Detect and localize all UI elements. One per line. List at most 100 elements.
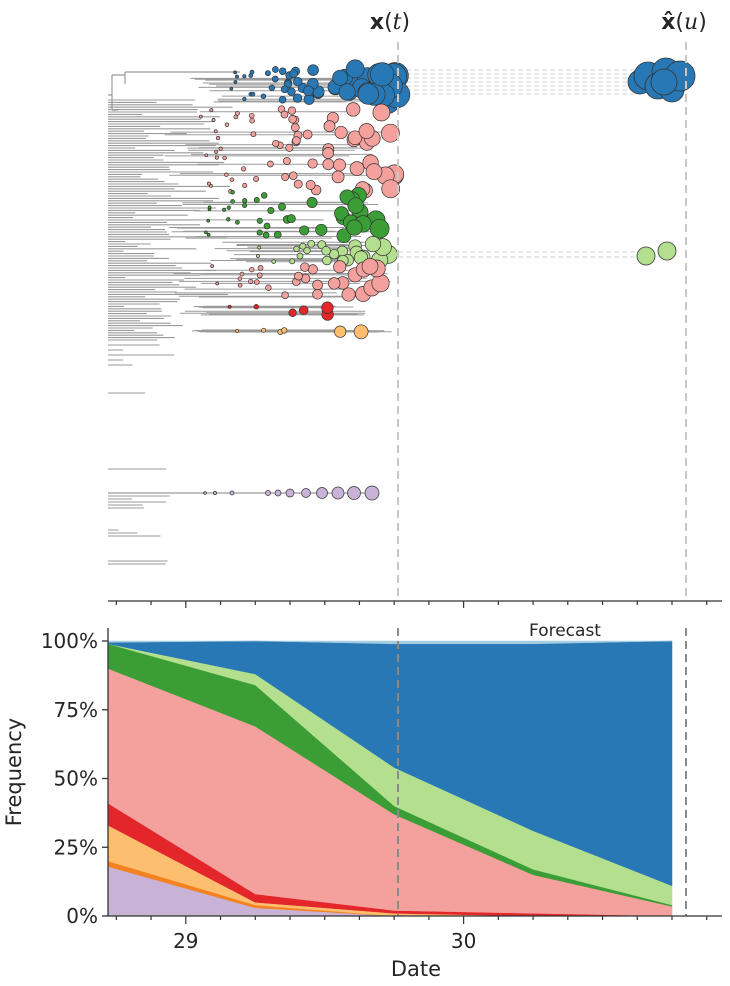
tree-tip-node bbox=[214, 149, 219, 154]
tree-tip-node bbox=[285, 143, 294, 152]
tree-tip-node bbox=[218, 146, 223, 151]
tree-tip-node bbox=[328, 277, 341, 290]
tree-tip-node bbox=[278, 67, 287, 75]
forecast-open-paren: ( bbox=[675, 10, 684, 35]
tree-tip-node bbox=[224, 172, 229, 177]
tree-tip-node bbox=[280, 110, 289, 119]
tree-tip-node bbox=[293, 245, 300, 253]
tree-root-branch bbox=[108, 71, 240, 111]
tree-tip-node bbox=[274, 489, 282, 497]
tree-tip-node bbox=[361, 258, 379, 275]
tree-tip-node bbox=[213, 491, 217, 495]
tree-tip-node bbox=[292, 93, 303, 103]
tree-tip-node bbox=[268, 84, 276, 91]
tree-tip-node bbox=[215, 281, 220, 286]
tree-tip-node bbox=[254, 279, 260, 285]
tree-tip-node bbox=[296, 252, 304, 260]
tree-tip-node bbox=[249, 117, 255, 124]
tree-tip-node bbox=[235, 328, 240, 333]
tree-tip-node bbox=[256, 272, 263, 279]
tree-tip-node bbox=[322, 158, 335, 171]
tree-tip-node bbox=[224, 122, 230, 127]
y-tick-label: 50% bbox=[54, 767, 98, 791]
tree-tip-node bbox=[371, 274, 390, 293]
tree-tip-node bbox=[381, 179, 401, 199]
forecast-node bbox=[650, 68, 678, 96]
tree-tip-node bbox=[206, 181, 211, 186]
x-tick-label: 30 bbox=[451, 929, 476, 953]
area-series-8 bbox=[107, 640, 673, 645]
tree-tip-node bbox=[216, 136, 221, 141]
tree-tip-node bbox=[253, 175, 260, 182]
tree-tip-node bbox=[349, 161, 365, 176]
tree-tip-node bbox=[298, 305, 309, 316]
tree-tip-node bbox=[281, 327, 288, 334]
present-open-paren: ( bbox=[384, 10, 393, 35]
tree-tip-node bbox=[287, 87, 296, 96]
forecast-links bbox=[398, 69, 642, 258]
tree-tip-node bbox=[253, 197, 260, 203]
tree-tip-node bbox=[264, 70, 271, 77]
tree-tip-node bbox=[242, 74, 247, 79]
tree-tip-node bbox=[257, 265, 264, 271]
forecast-nodes bbox=[627, 57, 696, 266]
tree-tip-node bbox=[278, 202, 286, 211]
tree-tip-node bbox=[234, 110, 240, 116]
tree-tip-node bbox=[272, 66, 279, 73]
tree-tip-node bbox=[257, 245, 262, 250]
y-tick-label: 25% bbox=[54, 835, 98, 859]
tree-tip-node bbox=[239, 271, 245, 277]
tree-tip-node bbox=[229, 86, 234, 91]
tree-tip-node bbox=[305, 180, 316, 190]
x-ticks: 29 30 bbox=[115, 916, 708, 953]
tree-tip-node bbox=[322, 255, 332, 266]
tree-tip-node bbox=[267, 160, 274, 168]
tree-tip-node bbox=[286, 214, 296, 224]
tree-tip-node bbox=[226, 217, 231, 222]
tree-tip-node bbox=[289, 69, 298, 79]
x-axis-label: Date bbox=[391, 957, 441, 981]
tree-tip-node bbox=[307, 264, 318, 275]
tree-tip-node bbox=[287, 106, 297, 115]
tree-tip-node bbox=[290, 123, 300, 132]
tree-tip-node bbox=[222, 155, 227, 161]
tree-tip-node bbox=[230, 199, 235, 204]
tree-tip-node bbox=[206, 232, 211, 237]
tree-tip-node bbox=[262, 231, 270, 239]
tree-tip-node bbox=[249, 266, 255, 273]
tree-tip-node bbox=[235, 74, 239, 79]
tree-tip-node bbox=[206, 218, 211, 223]
tree-tip-node bbox=[332, 69, 349, 86]
present-x: x bbox=[370, 10, 384, 35]
tree-ticks bbox=[115, 601, 708, 608]
tree-tip-node bbox=[241, 166, 247, 172]
y-tick-label: 75% bbox=[54, 698, 98, 722]
tree-tip-node bbox=[321, 301, 334, 314]
tree-tip-node bbox=[289, 171, 298, 180]
tree-tip-node bbox=[293, 76, 303, 87]
tree-tip-node bbox=[331, 486, 345, 500]
tree-tip-node bbox=[237, 276, 243, 281]
tree-tip-node bbox=[334, 125, 348, 140]
tree-tip-node bbox=[301, 488, 311, 498]
tree-tip-node bbox=[322, 147, 334, 159]
tree-tip-node bbox=[288, 115, 297, 124]
tree-tip-node bbox=[331, 170, 345, 184]
tree-tip-node bbox=[227, 304, 232, 309]
tree-branch-lines bbox=[108, 99, 233, 565]
tree-tip-node bbox=[256, 229, 263, 236]
tree-tip-node bbox=[358, 123, 375, 140]
tree-panel: x(t) x̂(u) bbox=[108, 10, 722, 608]
tree-tip-node bbox=[222, 207, 227, 212]
tree-tip-node bbox=[204, 153, 209, 158]
tree-tip-node bbox=[307, 158, 318, 169]
tree-tip-node bbox=[213, 129, 218, 134]
tree-tip-node bbox=[307, 64, 319, 76]
tree-tip-node bbox=[381, 123, 400, 143]
tree-tip-node bbox=[260, 93, 267, 99]
tree-tip-node bbox=[203, 491, 207, 495]
tree-tip-node bbox=[229, 177, 235, 182]
frequency-areas bbox=[107, 640, 673, 917]
tree-tip-node bbox=[307, 239, 316, 248]
